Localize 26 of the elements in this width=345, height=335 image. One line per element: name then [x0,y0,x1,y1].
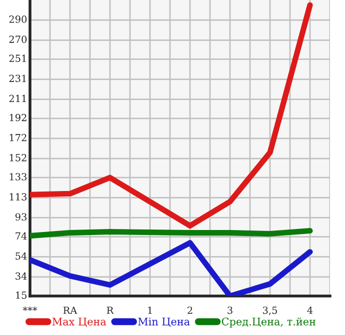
x-tick-label: 1 [148,306,152,314]
y-tick-label: 172 [10,134,26,142]
legend-label: Min Цена [138,318,190,327]
y-tick-label: 231 [9,74,26,82]
y-tick-label: 133 [10,173,26,180]
y-tick-label: 34 [16,272,27,280]
x-tick-label: RA [63,306,78,314]
y-tick-label: 152 [10,154,26,162]
y-tick-label: 192 [10,114,26,122]
x-tick-label: *** [22,306,38,312]
y-tick-label: 251 [9,54,26,62]
y-tick-label: 211 [9,94,26,102]
x-tick-label: 2 [188,306,192,314]
x-tick-label: R [106,306,114,314]
x-tick-label: 3,5 [263,306,277,316]
y-tick-label: 93 [15,213,26,221]
y-tick-label: 15 [16,291,26,299]
y-tick-label: 74 [16,232,27,240]
y-tick-label: 290 [9,16,27,23]
y-tick-label: 113 [10,193,26,200]
x-tick-label: 4 [307,306,313,314]
y-tick-label: 54 [16,252,27,260]
legend-label: Max Цена [52,318,106,327]
y-tick-label: 270 [9,36,27,43]
x-tick-label: 3 [228,306,232,314]
legend-label: Сред.Цена, т.йен [222,318,316,328]
